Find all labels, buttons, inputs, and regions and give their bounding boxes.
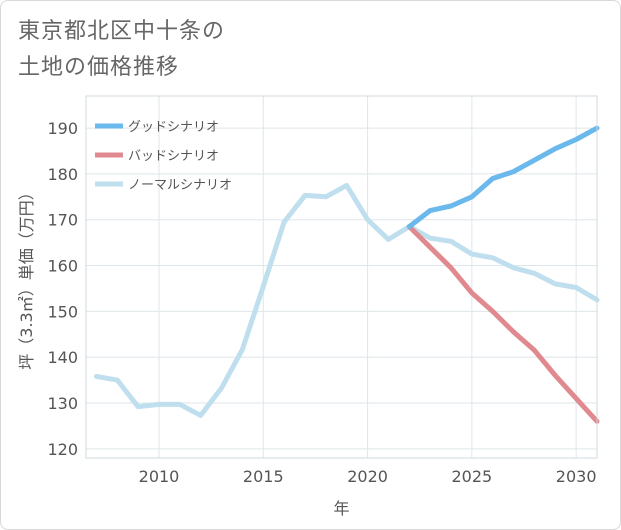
x-axis-label: 年 (333, 499, 349, 518)
chart-title-line-2: 土地の価格推移 (18, 55, 180, 80)
x-tick-label-2020: 2020 (347, 467, 388, 486)
y-tick-label-120: 120 (47, 440, 78, 459)
y-tick-label-140: 140 (47, 348, 78, 367)
plot-frame (85, 95, 598, 459)
grid-lines (86, 96, 597, 458)
y-tick-label-170: 170 (47, 211, 78, 230)
y-tick-label-150: 150 (47, 302, 78, 321)
legend-label-2: ノーマルシナリオ (128, 178, 232, 193)
y-tick-label-180: 180 (47, 165, 78, 184)
chart-title: 東京都北区中十条の 土地の価格推移 (18, 14, 225, 86)
y-axis-label: 坪（3.3㎡）単価（万円） (17, 184, 36, 369)
tick-labels: 120 130 140 150 160 170 180 190 2010 2015 2020 2025… (47, 119, 596, 486)
x-tick-label-2025: 2025 (451, 467, 492, 486)
x-tick-label-2015: 2015 (243, 467, 284, 486)
legend-label-1: バッドシナリオ (128, 149, 219, 164)
series-line-2 (93, 182, 600, 418)
y-tick-label-160: 160 (47, 257, 78, 276)
series-layer (93, 125, 600, 424)
y-tick-label-130: 130 (47, 394, 78, 413)
series-line-1 (406, 224, 600, 424)
chart-title-line-1: 東京都北区中十条の (18, 19, 226, 44)
legend-label-0: グッドシナリオ (128, 120, 219, 135)
series-line-0 (406, 125, 600, 230)
y-tick-label-190: 190 (47, 119, 78, 138)
x-tick-label-2010: 2010 (139, 467, 180, 486)
x-tick-label-2030: 2030 (556, 467, 597, 486)
